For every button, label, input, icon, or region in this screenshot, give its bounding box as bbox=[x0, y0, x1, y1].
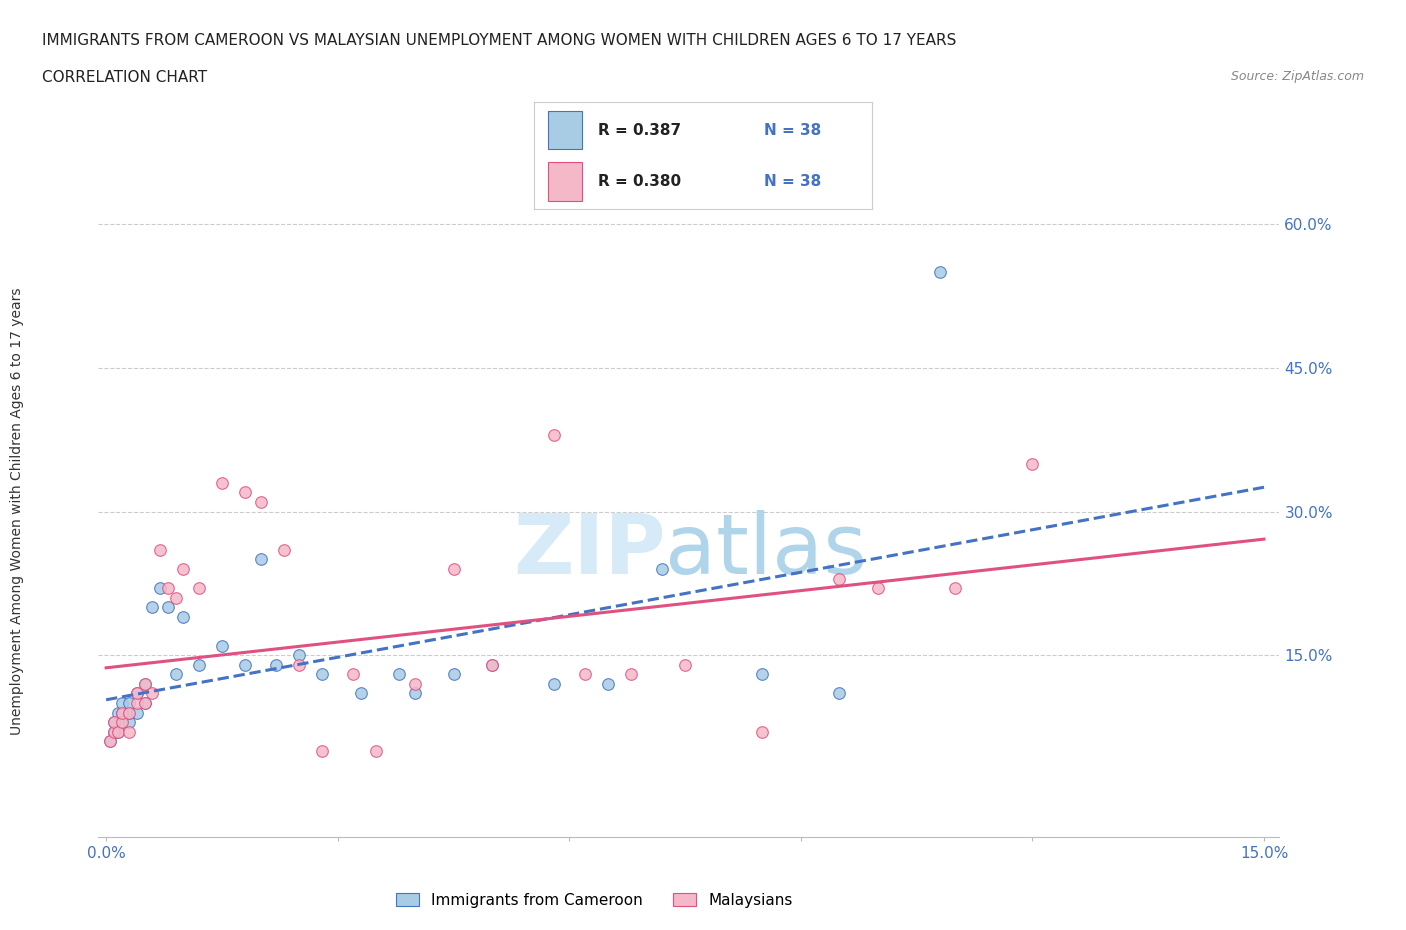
Text: R = 0.380: R = 0.380 bbox=[599, 174, 682, 189]
Point bbox=[404, 676, 426, 691]
Point bbox=[1021, 457, 1043, 472]
Text: Unemployment Among Women with Children Ages 6 to 17 years: Unemployment Among Women with Children A… bbox=[10, 287, 24, 736]
Point bbox=[103, 714, 125, 729]
Text: N = 38: N = 38 bbox=[763, 123, 821, 138]
Point bbox=[264, 658, 287, 672]
Point bbox=[165, 591, 187, 605]
Point bbox=[118, 705, 141, 720]
Point bbox=[134, 696, 156, 711]
Point bbox=[107, 724, 129, 739]
Point bbox=[574, 667, 596, 682]
Point bbox=[141, 686, 163, 701]
Point bbox=[110, 705, 132, 720]
Point bbox=[187, 580, 209, 595]
Point bbox=[172, 562, 194, 577]
Point bbox=[211, 638, 233, 653]
Point bbox=[110, 705, 132, 720]
Point bbox=[673, 658, 696, 672]
Point bbox=[165, 667, 187, 682]
Point bbox=[134, 696, 156, 711]
Point bbox=[828, 686, 851, 701]
FancyBboxPatch shape bbox=[548, 111, 582, 150]
Point bbox=[443, 562, 465, 577]
Point bbox=[156, 600, 179, 615]
Point bbox=[103, 724, 125, 739]
Point bbox=[868, 580, 890, 595]
Point bbox=[273, 542, 295, 557]
Point bbox=[98, 734, 121, 749]
Point bbox=[118, 705, 141, 720]
Point bbox=[481, 658, 503, 672]
Point bbox=[211, 475, 233, 490]
Point bbox=[443, 667, 465, 682]
Point bbox=[342, 667, 364, 682]
Point bbox=[943, 580, 966, 595]
Point bbox=[110, 714, 132, 729]
Point bbox=[125, 686, 148, 701]
Point bbox=[107, 705, 129, 720]
Point bbox=[288, 658, 311, 672]
Point bbox=[118, 714, 141, 729]
Point bbox=[651, 562, 673, 577]
Point bbox=[233, 485, 256, 499]
Point bbox=[172, 609, 194, 624]
Point bbox=[118, 696, 141, 711]
Point bbox=[543, 428, 565, 443]
Point bbox=[311, 667, 333, 682]
Point bbox=[156, 580, 179, 595]
Text: Source: ZipAtlas.com: Source: ZipAtlas.com bbox=[1230, 70, 1364, 83]
Point bbox=[103, 714, 125, 729]
Point bbox=[288, 647, 311, 662]
Point bbox=[404, 686, 426, 701]
Point bbox=[233, 658, 256, 672]
Point bbox=[751, 667, 773, 682]
Point bbox=[187, 658, 209, 672]
Point bbox=[125, 696, 148, 711]
Point bbox=[134, 676, 156, 691]
Point bbox=[751, 724, 773, 739]
Point bbox=[620, 667, 643, 682]
Point bbox=[107, 724, 129, 739]
Point bbox=[125, 686, 148, 701]
Point bbox=[125, 705, 148, 720]
Point bbox=[350, 686, 373, 701]
Point bbox=[98, 734, 121, 749]
Point bbox=[141, 600, 163, 615]
Point bbox=[928, 265, 950, 280]
Point bbox=[249, 495, 271, 510]
Text: IMMIGRANTS FROM CAMEROON VS MALAYSIAN UNEMPLOYMENT AMONG WOMEN WITH CHILDREN AGE: IMMIGRANTS FROM CAMEROON VS MALAYSIAN UN… bbox=[42, 33, 956, 47]
Point bbox=[828, 571, 851, 586]
Point bbox=[149, 580, 172, 595]
Point bbox=[110, 696, 132, 711]
Point bbox=[311, 743, 333, 758]
Text: ZIP: ZIP bbox=[513, 510, 665, 591]
Point bbox=[134, 676, 156, 691]
Point bbox=[118, 724, 141, 739]
Point bbox=[481, 658, 503, 672]
Point bbox=[543, 676, 565, 691]
Point bbox=[596, 676, 619, 691]
Text: atlas: atlas bbox=[665, 510, 868, 591]
Point bbox=[388, 667, 411, 682]
Point bbox=[103, 724, 125, 739]
Text: R = 0.387: R = 0.387 bbox=[599, 123, 682, 138]
Point bbox=[249, 551, 271, 566]
Legend: Immigrants from Cameroon, Malaysians: Immigrants from Cameroon, Malaysians bbox=[389, 886, 799, 914]
Point bbox=[149, 542, 172, 557]
FancyBboxPatch shape bbox=[548, 162, 582, 201]
Text: CORRELATION CHART: CORRELATION CHART bbox=[42, 70, 207, 85]
Point bbox=[366, 743, 388, 758]
Point bbox=[110, 714, 132, 729]
Text: N = 38: N = 38 bbox=[763, 174, 821, 189]
